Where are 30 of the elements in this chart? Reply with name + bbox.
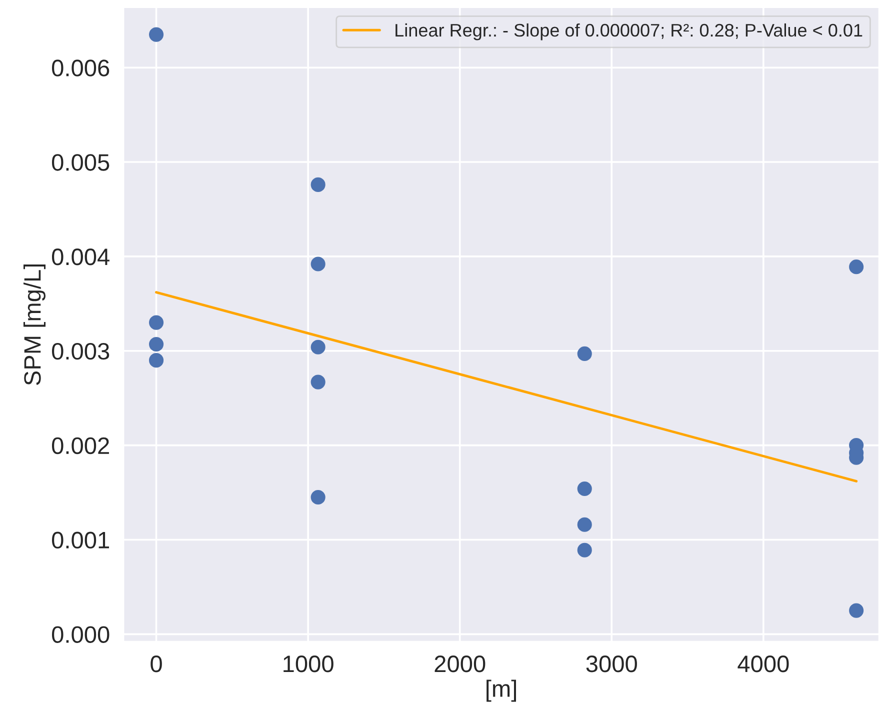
point [148,353,164,368]
x-axis-title: [m] [486,680,516,702]
point [577,542,592,558]
x-tick-label: 3000 [586,656,637,672]
x-tick-label: 0 [150,656,162,672]
y-tick-label: 0.002 [52,437,109,454]
y-tick-label: 0.001 [52,532,109,549]
point [849,260,864,274]
x-tick-label: 2000 [434,656,486,672]
point [310,256,326,272]
point [148,315,164,330]
point [310,340,326,354]
point [577,346,592,361]
point [148,336,164,352]
point [310,490,326,505]
y-axis-title: SPM [mg/L] [24,264,46,386]
point [577,481,592,496]
x-tick-label: 4000 [738,656,789,672]
y-tick-label: 0.005 [52,154,110,171]
x-tick-label: 1000 [284,656,334,672]
point [148,27,164,42]
y-tick-label: 0.004 [52,248,110,266]
point [310,374,326,390]
y-tick-label: 0.006 [52,60,110,76]
y-tick-label: 0.003 [52,342,110,360]
point [577,517,592,532]
y-tick-label: 0.000 [52,626,110,643]
point [849,603,864,618]
point [310,177,326,192]
legend-label: Linear Regr.: - Slope of 0.000007; R²: 0.28; P-Value < 0.01 [396,23,862,40]
